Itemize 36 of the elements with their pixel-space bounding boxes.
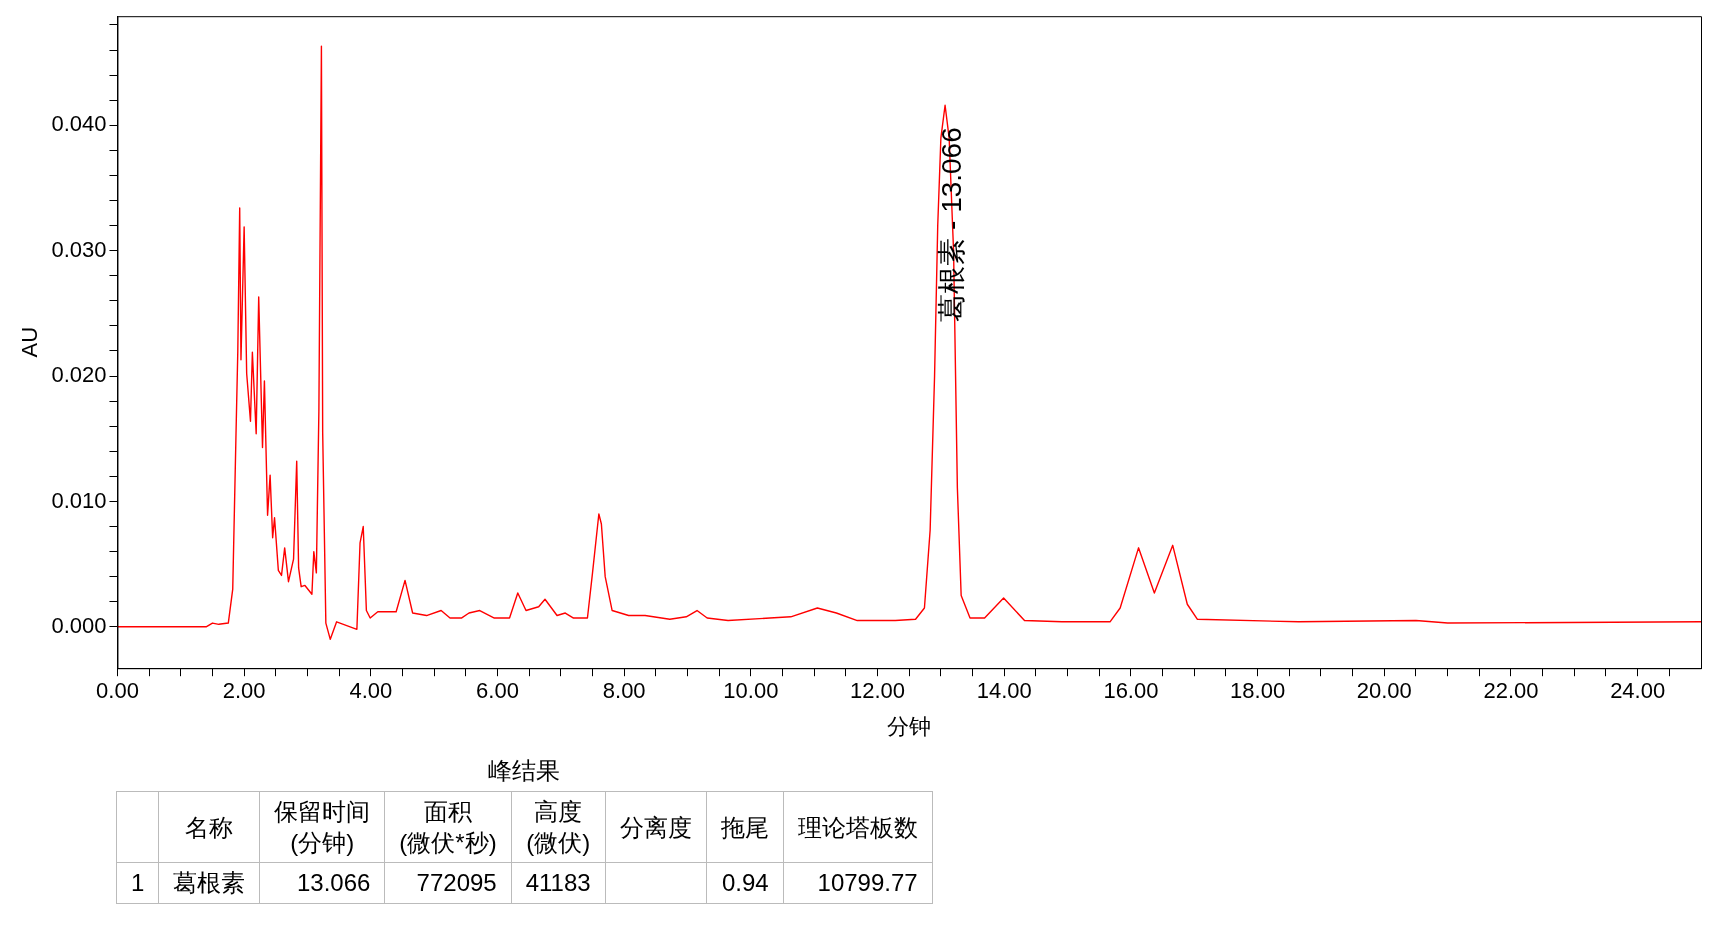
text: 高度 (微伏) — [511, 791, 606, 863]
x-tick-label: 20.00 — [1356, 678, 1412, 704]
text: 13.066 — [259, 862, 385, 904]
x-tick-label: 2.00 — [222, 678, 266, 704]
y-tick-label: 0.020 — [51, 362, 107, 388]
text: 10799.77 — [783, 862, 933, 904]
x-tick-label: 8.00 — [602, 678, 646, 704]
x-tick-label: 14.00 — [976, 678, 1032, 704]
y-tick-label: 0.010 — [51, 487, 107, 513]
annotation: 葛根素 - 13.066 — [935, 127, 967, 322]
x-tick-label: 12.00 — [850, 678, 906, 704]
x-tick-label: 24.00 — [1610, 678, 1666, 704]
text: 41183 — [511, 862, 606, 904]
x-tick-label: 10.00 — [723, 678, 779, 704]
text: 0.94 — [706, 862, 784, 904]
text: 772095 — [384, 862, 512, 904]
text: 分离度 — [605, 791, 707, 863]
text: 面积 (微伏*秒) — [384, 791, 512, 863]
text: 葛根素 — [158, 862, 260, 904]
x-tick-label: 6.00 — [476, 678, 519, 704]
text: 拖尾 — [706, 791, 784, 863]
x-axis-title: 分钟 — [887, 713, 932, 739]
text: 保留时间 (分钟) — [259, 791, 385, 863]
y-tick-label: 0.040 — [51, 111, 107, 137]
text: 1 — [116, 862, 159, 904]
text: 理论塔板数 — [783, 791, 933, 863]
text: 名称 — [158, 791, 260, 863]
y-tick-label: 0.000 — [51, 612, 107, 638]
x-tick-label: 0.00 — [96, 678, 139, 704]
text: 峰结果 — [487, 756, 562, 786]
x-tick-label: 16.00 — [1103, 678, 1159, 704]
y-axis-title: AU — [17, 326, 43, 358]
x-tick-label: 18.00 — [1230, 678, 1286, 704]
x-tick-label: 22.00 — [1483, 678, 1539, 704]
y-tick-label: 0.030 — [51, 236, 107, 262]
x-tick-label: 4.00 — [349, 678, 393, 704]
